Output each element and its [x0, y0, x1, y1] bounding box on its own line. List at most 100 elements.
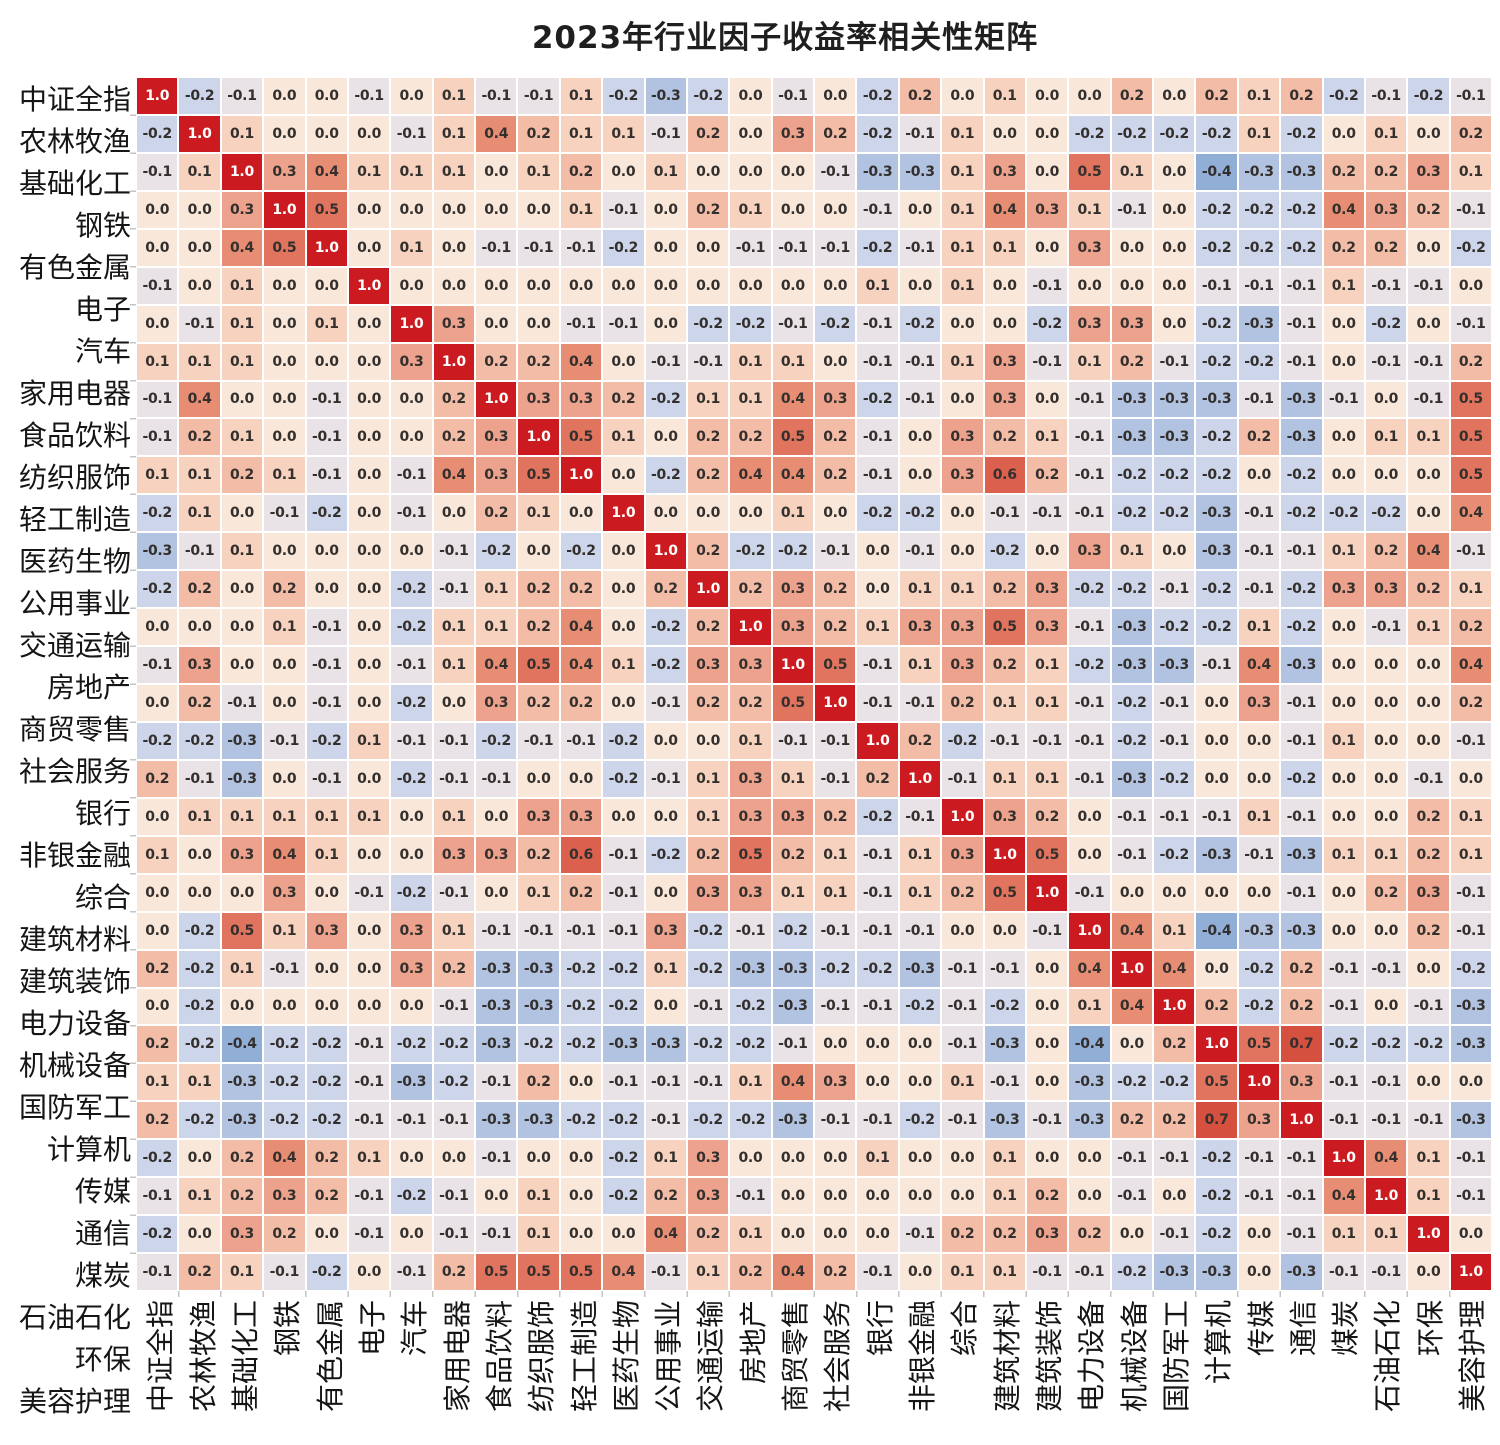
- heatmap-cell: 0.4: [603, 1254, 644, 1290]
- heatmap-cell: 0.2: [984, 647, 1025, 683]
- heatmap-cell: 0.1: [221, 343, 263, 380]
- heatmap-cell: 0.0: [1111, 267, 1152, 304]
- heatmap-cell: 0.0: [306, 571, 347, 608]
- heatmap-cell: 0.0: [264, 533, 305, 570]
- heatmap-cell: 0.3: [1408, 153, 1449, 190]
- heatmap-cell: -0.1: [1026, 495, 1068, 532]
- heatmap-cell: 0.0: [603, 798, 644, 835]
- heatmap-cell: 0.1: [179, 1178, 220, 1215]
- heatmap-cell: 0.2: [730, 571, 771, 608]
- heatmap-cell: 0.3: [1408, 874, 1449, 911]
- heatmap-cell: -0.2: [857, 381, 898, 418]
- heatmap-cell: -0.1: [433, 571, 474, 608]
- heatmap-cell: 0.4: [730, 457, 771, 494]
- column-label: 食品饮料: [476, 1296, 518, 1444]
- heatmap-cell: -0.1: [899, 912, 941, 949]
- column-label: 轻工制造: [560, 1296, 602, 1444]
- heatmap-cell: 0.1: [942, 1254, 983, 1290]
- heatmap-cell: -0.1: [1154, 685, 1195, 721]
- column-label-text: 计算机: [1202, 1300, 1236, 1385]
- heatmap-cell: 0.4: [264, 836, 305, 873]
- heatmap-cell: -0.3: [476, 988, 517, 1025]
- heatmap-cell: 1.0: [518, 419, 559, 456]
- heatmap-cell: 0.0: [899, 191, 941, 228]
- heatmap-cell: -0.1: [1196, 267, 1237, 304]
- heatmap-cell: 0.4: [1450, 647, 1491, 683]
- heatmap-cell: 0.0: [179, 267, 220, 304]
- heatmap-cell: 0.1: [518, 1178, 559, 1215]
- heatmap-cell: 0.2: [1365, 533, 1407, 570]
- heatmap-cell: 1.0: [603, 495, 644, 532]
- heatmap-cell: -0.1: [1111, 836, 1152, 873]
- heatmap-cell: 0.0: [348, 950, 390, 987]
- heatmap-cell: 0.3: [1069, 229, 1110, 266]
- heatmap-cell: -0.3: [1281, 1254, 1322, 1290]
- heatmap-cell: 1.0: [899, 760, 941, 797]
- heatmap-cell: 0.5: [1450, 419, 1491, 456]
- heatmap-cell: 0.2: [687, 419, 729, 456]
- heatmap-cell: 0.2: [815, 571, 856, 608]
- heatmap-cell: 0.1: [942, 571, 983, 608]
- heatmap-cell: -0.1: [1450, 78, 1491, 114]
- heatmap-cell: 0.3: [221, 836, 263, 873]
- heatmap-cell: 0.4: [560, 609, 602, 646]
- heatmap-cell: 0.0: [348, 1254, 390, 1290]
- heatmap-cell: 0.0: [1365, 988, 1407, 1025]
- heatmap-cell: -0.2: [899, 495, 941, 532]
- heatmap-cell: -0.1: [1026, 722, 1068, 759]
- heatmap-cell: -0.1: [772, 229, 813, 266]
- heatmap-cell: 0.2: [179, 419, 220, 456]
- heatmap-cell: 0.0: [348, 419, 390, 456]
- heatmap-cell: 0.1: [730, 1216, 771, 1253]
- heatmap-cell: -0.2: [306, 722, 347, 759]
- heatmap-cell: 0.0: [857, 571, 898, 608]
- heatmap-cell: 0.3: [1238, 685, 1280, 721]
- heatmap-cell: 0.2: [857, 760, 898, 797]
- heatmap-cell: -0.3: [1450, 1102, 1491, 1139]
- heatmap-cell: 0.2: [942, 685, 983, 721]
- heatmap-cell: 0.1: [1365, 1216, 1407, 1253]
- heatmap-cell: 0.4: [264, 1140, 305, 1177]
- heatmap-cell: -0.1: [645, 1064, 686, 1101]
- heatmap-cell: -0.1: [857, 191, 898, 228]
- heatmap-cell: 0.0: [687, 229, 729, 266]
- column-label: 基础化工: [222, 1296, 264, 1444]
- heatmap-cell: 0.2: [1026, 457, 1068, 494]
- heatmap-cell: 0.0: [1154, 874, 1195, 911]
- heatmap-cell: 0.0: [1323, 115, 1364, 152]
- heatmap-cell: -0.1: [560, 305, 602, 342]
- heatmap-cell: 0.0: [1196, 685, 1237, 721]
- heatmap-cell: 0.0: [391, 78, 432, 114]
- heatmap-cell: 0.0: [1026, 78, 1068, 114]
- heatmap-cell: 0.2: [518, 571, 559, 608]
- heatmap-cell: -0.1: [645, 343, 686, 380]
- heatmap-cell: 0.3: [730, 874, 771, 911]
- column-label-text: 传媒: [1244, 1300, 1278, 1357]
- heatmap-cell: -0.3: [1281, 419, 1322, 456]
- heatmap-cell: 0.1: [857, 1140, 898, 1177]
- heatmap-cell: 0.3: [221, 1216, 263, 1253]
- heatmap-cell: 0.4: [1238, 647, 1280, 683]
- heatmap-cell: 0.0: [518, 267, 559, 304]
- heatmap-cell: -0.3: [603, 1026, 644, 1063]
- heatmap-cell: 0.2: [1450, 609, 1491, 646]
- heatmap-cell: -0.1: [391, 647, 432, 683]
- heatmap-cell: 0.2: [687, 836, 729, 873]
- heatmap-cell: 0.2: [1154, 1026, 1195, 1063]
- heatmap-cell: 0.2: [730, 419, 771, 456]
- heatmap-cell: 0.0: [306, 988, 347, 1025]
- heatmap-cell: 0.0: [264, 988, 305, 1025]
- heatmap-cell: 0.0: [391, 988, 432, 1025]
- heatmap-cell: -0.1: [772, 78, 813, 114]
- heatmap-cell: -0.1: [264, 495, 305, 532]
- heatmap-cell: 0.5: [1026, 836, 1068, 873]
- heatmap-cell: 0.5: [264, 229, 305, 266]
- column-label-text: 医药生物: [609, 1300, 643, 1413]
- heatmap-cell: 0.0: [348, 191, 390, 228]
- heatmap-cell: 0.1: [476, 571, 517, 608]
- heatmap-cell: 0.1: [560, 78, 602, 114]
- heatmap-cell: -0.1: [942, 1102, 983, 1139]
- heatmap-cell: 0.4: [1111, 912, 1152, 949]
- heatmap-cell: 0.7: [1196, 1102, 1237, 1139]
- heatmap-cell: 0.3: [942, 457, 983, 494]
